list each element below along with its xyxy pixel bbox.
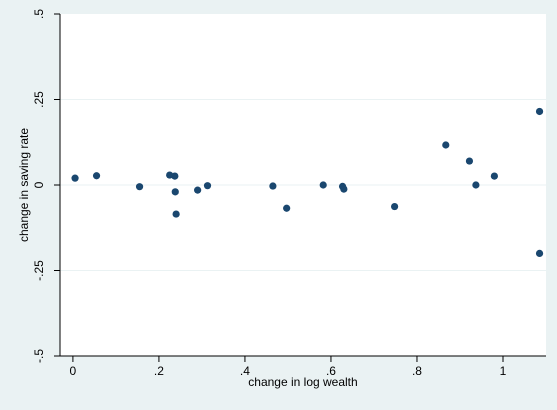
data-point: [391, 202, 399, 211]
data-point: [172, 210, 180, 218]
data-point: [194, 186, 202, 194]
y-tick-label: -.25: [32, 260, 46, 281]
data-point: [283, 204, 291, 212]
x-tick-label: 0: [70, 364, 77, 378]
data-point: [472, 181, 480, 189]
data-points: [71, 107, 544, 257]
x-tick-label: .8: [412, 364, 422, 378]
y-tick-label: .25: [32, 91, 46, 108]
data-point: [171, 188, 179, 196]
y-axis-title: change in saving rate: [17, 128, 31, 242]
data-point: [92, 172, 101, 180]
data-point: [535, 107, 544, 116]
x-tick-label: .4: [240, 364, 250, 378]
x-axis: 0 .2 .4 .6 .8 1: [60, 355, 546, 378]
data-point: [135, 183, 144, 191]
x-tick-label: .2: [154, 364, 164, 378]
y-tick-label: -.5: [32, 349, 46, 363]
y-tick-label: .5: [32, 9, 46, 19]
data-point: [465, 157, 474, 165]
data-point: [71, 174, 79, 182]
data-point: [319, 181, 327, 189]
x-axis-title: change in log wealth: [248, 375, 357, 389]
data-point: [535, 249, 544, 257]
data-point: [340, 185, 348, 193]
y-tick-label: 0: [32, 181, 46, 188]
data-point: [171, 172, 179, 180]
data-point: [269, 182, 277, 190]
data-point: [442, 141, 450, 149]
y-axis: .5 .25 0 -.25 -.5: [32, 9, 61, 363]
data-point: [203, 182, 212, 190]
x-tick-label: .6: [326, 364, 336, 378]
data-point: [490, 172, 498, 180]
x-tick-label: 1: [500, 364, 507, 378]
